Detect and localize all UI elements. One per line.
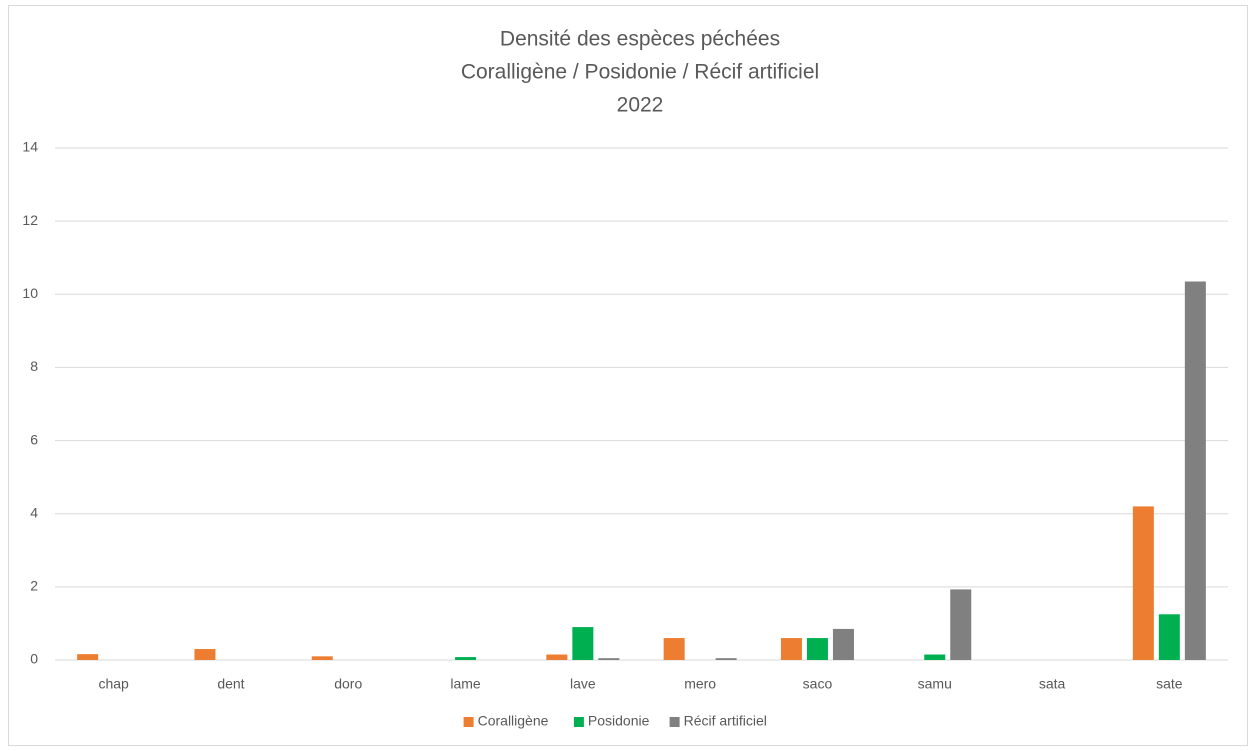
chart-frame: [8, 5, 1248, 746]
x-tick-label: lave: [570, 676, 596, 692]
legend-label: Récif artificiel: [684, 713, 767, 729]
bar: [663, 638, 685, 660]
bar: [924, 654, 946, 660]
y-tick-label: 4: [30, 504, 38, 520]
bar: [598, 658, 620, 660]
legend-label: Posidonie: [588, 713, 650, 729]
x-tick-label: sata: [1039, 676, 1066, 692]
bar: [546, 654, 568, 660]
y-tick-label: 12: [22, 212, 38, 228]
bar: [950, 589, 972, 660]
bar: [1158, 614, 1180, 660]
bar: [780, 638, 802, 660]
chart-title: Densité des espèces péchées: [500, 28, 780, 51]
bar: [311, 656, 333, 660]
x-tick-label: lame: [450, 676, 481, 692]
x-tick-label: dent: [217, 676, 244, 692]
y-tick-label: 14: [22, 139, 38, 155]
x-tick-label: saco: [803, 676, 833, 692]
chart-title: Coralligène / Posidonie / Récif artifici…: [461, 61, 819, 84]
bar: [455, 657, 477, 660]
bar: [1132, 506, 1154, 660]
bar: [572, 627, 594, 660]
y-tick-label: 6: [30, 431, 38, 447]
y-tick-label: 10: [22, 285, 38, 301]
y-tick-label: 8: [30, 358, 38, 374]
bar: [1184, 281, 1206, 660]
legend-swatch: [573, 717, 584, 727]
x-tick-label: chap: [98, 676, 129, 692]
x-tick-label: sate: [1156, 676, 1183, 692]
bar: [715, 658, 737, 660]
bar: [77, 654, 99, 660]
legend-label: Coralligène: [478, 713, 549, 729]
y-tick-label: 2: [30, 578, 38, 594]
bar: [832, 628, 854, 660]
legend-swatch: [463, 717, 474, 727]
y-tick-label: 0: [30, 651, 38, 667]
bar: [194, 649, 216, 660]
bar: [806, 638, 828, 660]
x-tick-label: samu: [918, 676, 952, 692]
x-tick-label: doro: [334, 676, 362, 692]
x-tick-label: mero: [684, 676, 716, 692]
legend-swatch: [669, 717, 680, 727]
chart-title: 2022: [617, 94, 664, 117]
